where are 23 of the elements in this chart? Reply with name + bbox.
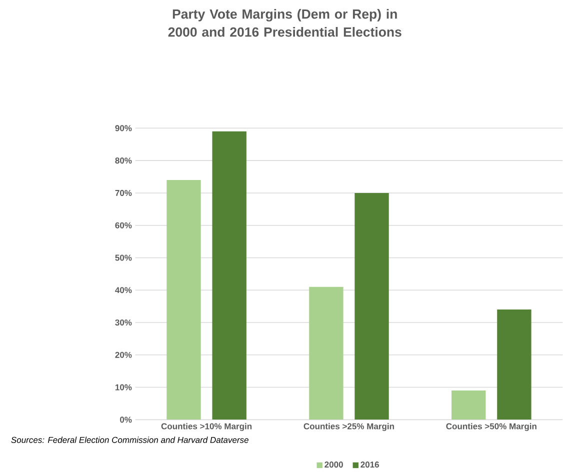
y-tick-label: 70%	[115, 190, 132, 196]
bar	[354, 193, 389, 420]
bar	[452, 390, 486, 420]
source-note: Sources: Federal Election Commission and Harvard Dataverse	[11, 436, 248, 444]
y-tick-label: 30%	[115, 320, 132, 326]
x-tick-label: Counties >50% Margin	[446, 423, 536, 432]
chart-title: Party Vote Margins (Dem or Rep) in 2000 and 2016 Presidential Elections	[168, 9, 402, 37]
bar	[212, 132, 246, 420]
x-tick-label: Counties >10% Margin	[161, 423, 252, 432]
bar	[166, 180, 201, 420]
y-tick-label: 80%	[115, 158, 132, 164]
y-tick-label: 10%	[115, 384, 132, 390]
x-tick-label: Counties >25% Margin	[304, 423, 394, 432]
legend-label: 2016	[360, 462, 379, 468]
legend-label: 2000	[324, 462, 343, 468]
y-tick-label: 50%	[115, 254, 132, 261]
y-tick-label: 40%	[115, 287, 132, 294]
bar	[497, 310, 532, 420]
y-tick-label: 60%	[115, 222, 132, 229]
y-tick-label: 0%	[120, 416, 132, 423]
y-tick-label: 20%	[115, 352, 132, 358]
bar	[309, 287, 344, 420]
y-tick-label: 90%	[115, 125, 132, 132]
